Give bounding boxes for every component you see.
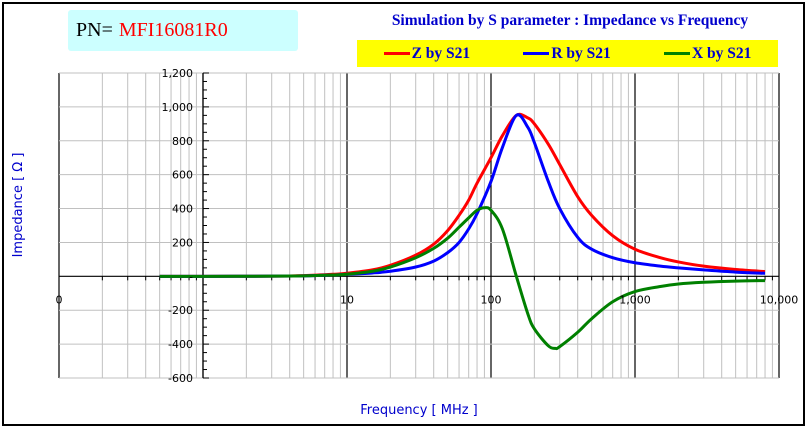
y-tick-label: 600	[172, 169, 193, 182]
part-number-value: MFI16081R0	[118, 19, 228, 41]
y-tick-label: -400	[168, 338, 193, 351]
y-axis-title: Impedance [ Ω ]	[11, 153, 26, 258]
legend-swatch-x	[663, 52, 690, 55]
y-tick-label: -200	[168, 304, 193, 317]
legend-item-z: Z by S21	[383, 44, 471, 63]
legend-label-x: X by S21	[691, 44, 752, 62]
legend-label-z: Z by S21	[411, 44, 471, 62]
x-tick-label: 10,000	[760, 293, 799, 306]
x-tick-label: 0	[56, 293, 63, 306]
grid	[58, 72, 780, 379]
y-tick-label: 400	[172, 203, 193, 216]
x-tick-label: 1,000	[619, 293, 651, 306]
y-tick-label: -600	[168, 372, 193, 385]
series-line-r	[159, 113, 766, 278]
x-tick-label: 10	[340, 293, 354, 306]
x-axis-title: Frequency [ MHz ]	[360, 403, 478, 418]
part-number-box: PN= MFI16081R0	[68, 10, 298, 51]
series-line-x	[159, 206, 766, 351]
part-number-label: PN=	[76, 19, 113, 41]
tick-labels: 1,200 1,000 800 600 400 200 - -200 -400 -600 0 10 10…	[56, 67, 799, 385]
legend-label-r: R by S21	[551, 44, 611, 62]
legend: Z by S21 R by S21 X by S21	[357, 40, 778, 67]
chart-title: Simulation by S parameter : Impedance vs…	[391, 12, 749, 29]
legend-item-x: X by S21	[663, 44, 752, 63]
series-line-z	[159, 112, 766, 278]
y-tick-label: 1,000	[162, 101, 194, 114]
y-tick-label: 800	[172, 135, 193, 148]
y-tick-label: 200	[172, 236, 193, 249]
y-tick-label: 1,200	[162, 67, 194, 80]
legend-swatch-z	[383, 52, 410, 55]
legend-item-r: R by S21	[523, 44, 611, 63]
y-tick-label: -	[189, 270, 193, 283]
series-group	[159, 112, 766, 351]
x-tick-label: 100	[481, 293, 502, 306]
legend-swatch-r	[523, 52, 550, 55]
